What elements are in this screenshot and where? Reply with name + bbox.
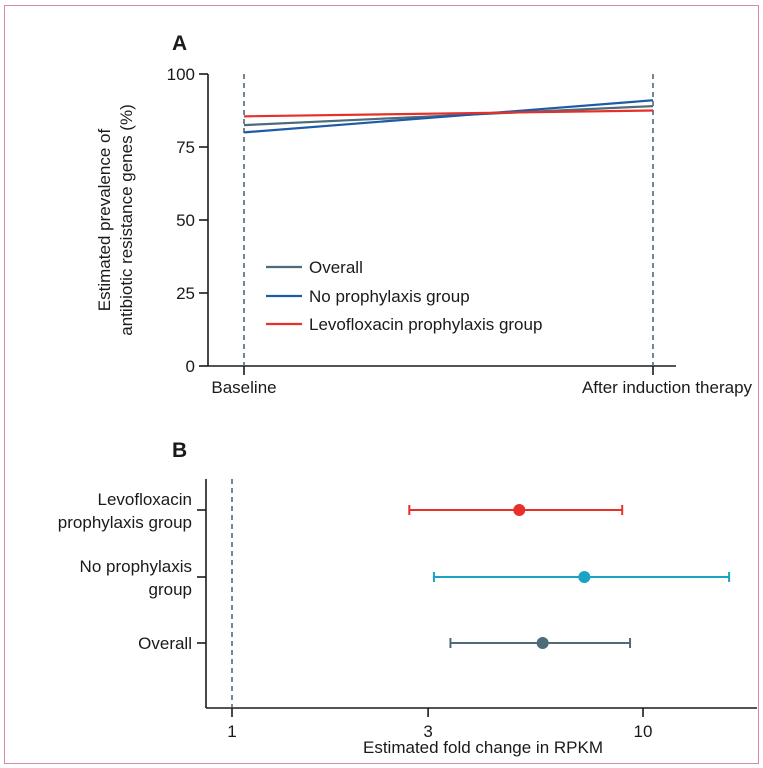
panel-a: A Estimated prevalence of antibiotic res…	[95, 32, 753, 397]
y-axis-title-line2: antibiotic resistance genes (%)	[117, 104, 136, 336]
panel-a-axes: 0 25 50 75 100 Baseline After induction therap…	[167, 65, 753, 397]
point-estimate	[513, 504, 526, 516]
panel-a-label: A	[172, 32, 187, 55]
panel-b-label: B	[172, 439, 187, 462]
panel-a-y-tick-label: 75	[176, 138, 195, 157]
panel-b-category-label: group	[149, 580, 192, 599]
figure-frame	[4, 5, 759, 764]
panel-b-category-label: prophylaxis group	[58, 513, 192, 532]
panel-b: B Estimated fold change in RPKM 1 3 10 Levo…	[58, 439, 757, 757]
panel-a-series	[243, 99, 654, 134]
panel-b-category-label: Levofloxacin	[97, 490, 192, 509]
panel-a-x-tick-label: After induction therapy	[582, 378, 753, 397]
panel-a-y-tick-label: 25	[176, 284, 195, 303]
legend-entry: No prophylaxis group	[309, 287, 470, 306]
panel-a-legend: Overall No prophylaxis group Levofloxacin …	[266, 258, 542, 334]
panel-b-category-label: No prophylaxis	[80, 557, 192, 576]
panel-b-x-tick-label: 10	[634, 722, 653, 741]
x-axis-title: Estimated fold change in RPKM	[363, 738, 603, 757]
panel-b-marks	[408, 504, 731, 649]
panel-b-x-tick-label: 1	[227, 722, 236, 741]
panel-a-series-line	[243, 109, 654, 118]
panel-a-y-tick-label: 100	[167, 65, 195, 84]
panel-a-y-tick-label: 0	[186, 357, 195, 376]
point-estimate	[536, 637, 549, 649]
legend-entry: Overall	[309, 258, 363, 277]
panel-a-x-tick-label: Baseline	[211, 378, 276, 397]
panel-a-y-tick-label: 50	[176, 211, 195, 230]
panel-b-axes: 1 3 10 Levofloxacin prophylaxis group No prop…	[58, 479, 757, 741]
panel-b-category-label: Overall	[138, 634, 192, 653]
y-axis-title-line1: Estimated prevalence of	[95, 129, 114, 312]
point-estimate	[578, 571, 591, 583]
panel-b-x-tick-label: 3	[423, 722, 432, 741]
panel-a-series-line	[243, 99, 654, 134]
legend-entry: Levofloxacin prophylaxis group	[309, 315, 542, 334]
